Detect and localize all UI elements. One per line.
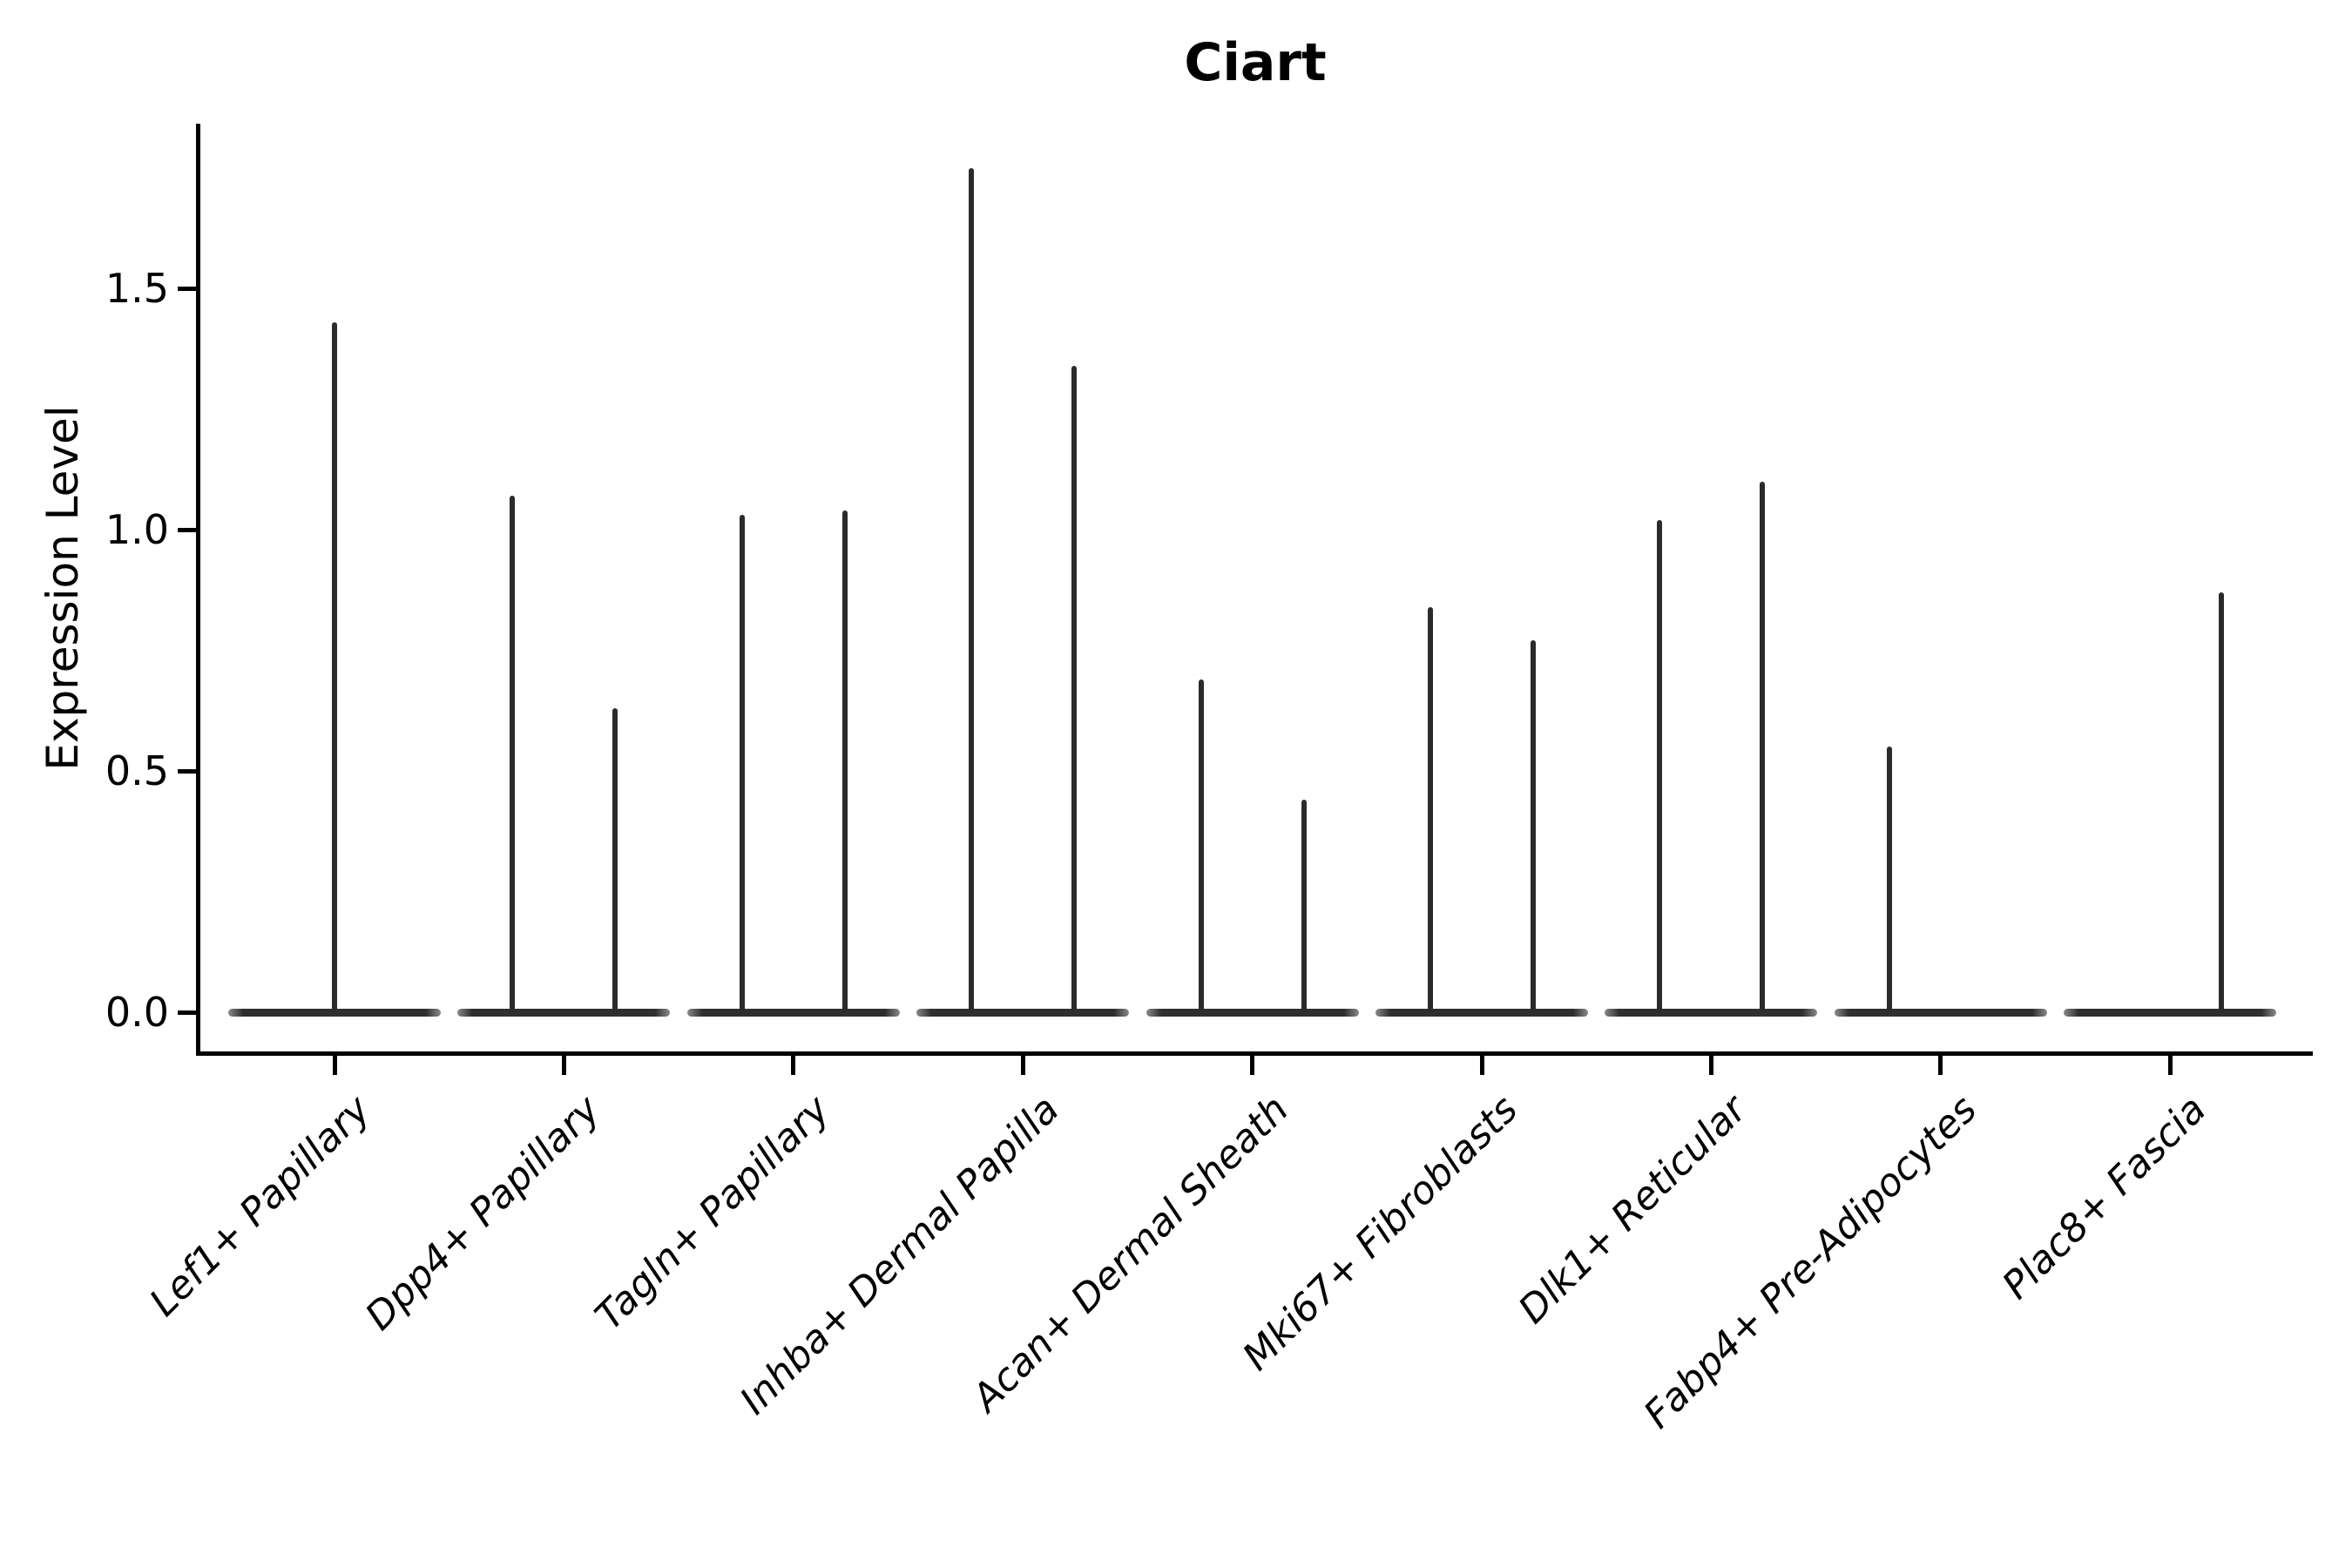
violin-baseline xyxy=(228,1009,441,1017)
violin-spike xyxy=(1886,747,1892,1012)
category-label: Tagln+ Papillary xyxy=(586,1087,838,1339)
y-tick-label: 0.5 xyxy=(105,747,169,794)
x-tick xyxy=(2167,1053,2173,1075)
y-tick xyxy=(178,1010,198,1015)
x-tick xyxy=(1938,1053,1943,1075)
violin-spike xyxy=(1760,481,1766,1012)
category-label: Lef1+ Papillary xyxy=(141,1087,380,1326)
y-axis-label: Expression Level xyxy=(37,405,88,771)
violin-spike xyxy=(1428,606,1433,1012)
violin-spike xyxy=(1198,679,1204,1012)
violin-spike xyxy=(739,515,745,1012)
x-tick xyxy=(791,1053,796,1075)
y-tick-label: 1.0 xyxy=(105,506,169,553)
violin-baseline xyxy=(457,1009,671,1017)
x-tick xyxy=(1250,1053,1255,1075)
violin-baseline xyxy=(1146,1009,1359,1017)
violin-spike xyxy=(969,167,975,1012)
category-label: Dlk1+ Reticular xyxy=(1511,1087,1756,1333)
y-tick xyxy=(178,527,198,532)
violin-baseline xyxy=(1375,1009,1588,1017)
violin-spike xyxy=(841,510,848,1012)
x-tick xyxy=(561,1053,566,1075)
x-tick xyxy=(1708,1053,1713,1075)
violin-spike xyxy=(1657,519,1663,1012)
violin-spike xyxy=(2219,592,2225,1012)
category-label: Dpp4+ Papillary xyxy=(356,1087,609,1340)
violin-baseline xyxy=(686,1009,900,1017)
violin-spike xyxy=(612,707,618,1012)
violin-spike xyxy=(332,321,337,1012)
violin-spike xyxy=(510,496,516,1012)
violin-baseline xyxy=(1605,1009,1818,1017)
y-tick-label: 0.0 xyxy=(105,989,169,1036)
violin-spike xyxy=(1531,640,1536,1012)
violin-baseline xyxy=(916,1009,1130,1017)
x-tick xyxy=(1479,1053,1484,1075)
violin-spike xyxy=(1301,800,1307,1012)
violin-spike xyxy=(1071,365,1078,1012)
category-label: Plac8+ Fascia xyxy=(1993,1087,2215,1308)
y-tick-label: 1.5 xyxy=(105,265,169,312)
violin-baseline xyxy=(1834,1009,2047,1017)
violin-baseline xyxy=(2064,1009,2277,1017)
chart-title: Ciart xyxy=(1184,32,1327,93)
x-tick xyxy=(1020,1053,1025,1075)
y-axis-spine xyxy=(196,124,200,1056)
y-tick xyxy=(178,286,198,291)
y-tick xyxy=(178,768,198,774)
x-tick xyxy=(332,1053,337,1075)
